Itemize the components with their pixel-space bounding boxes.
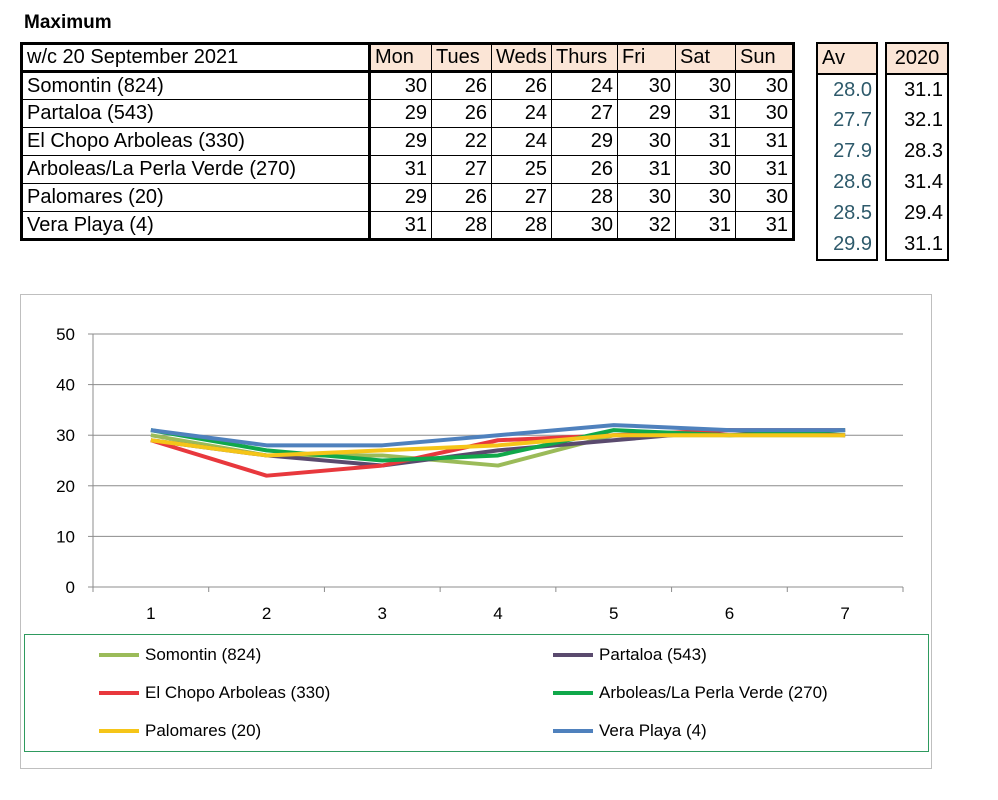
y-tick-label: 40	[56, 376, 75, 395]
temperature-cell: 24	[551, 71, 618, 100]
temperature-cell: 30	[675, 183, 736, 212]
legend-item: Partaloa (543)	[553, 645, 707, 665]
average-header: Av	[817, 43, 877, 75]
y-tick-label: 20	[56, 477, 75, 496]
legend-label: Partaloa (543)	[599, 645, 707, 664]
legend-item: Palomares (20)	[99, 721, 261, 741]
temperature-cell: 31	[735, 211, 794, 240]
average-cell: 27.9	[833, 140, 872, 162]
temperature-cell: 30	[675, 155, 736, 184]
day-header: Sun	[735, 43, 794, 73]
previous-year-cell: 31.1	[904, 78, 943, 101]
x-tick-label: 7	[840, 604, 849, 623]
temperature-cell: 27	[551, 99, 618, 128]
x-tick-label: 4	[493, 604, 502, 623]
legend-swatch	[99, 653, 139, 657]
day-header: Fri	[617, 43, 676, 73]
table-row: Somontin (824) 30 26 26 24 30 30 30	[21, 71, 794, 100]
temperature-cell: 31	[369, 155, 432, 184]
x-tick-label: 6	[725, 604, 734, 623]
temperature-cell: 27	[431, 155, 492, 184]
table-row: Vera Playa (4) 31 28 28 30 32 31 31	[21, 211, 794, 240]
temperature-cell: 31	[675, 211, 736, 240]
day-header: Tues	[431, 43, 492, 73]
x-tick-label: 2	[262, 604, 271, 623]
table-row: Partaloa (543) 29 26 24 27 29 31 30	[21, 99, 794, 128]
previous-year-cell: 32.1	[904, 109, 943, 131]
station-name: Somontin (824)	[21, 71, 371, 100]
temperature-cell: 28	[431, 211, 492, 240]
legend-swatch	[553, 653, 593, 657]
x-tick-label: 3	[378, 604, 387, 623]
previous-year-cell: 29.4	[904, 202, 943, 224]
legend-swatch	[553, 691, 593, 695]
table-row: Palomares (20) 29 26 27 28 30 30 30	[21, 183, 794, 212]
legend-label: Vera Playa (4)	[599, 721, 707, 740]
temperature-cell: 22	[431, 127, 492, 156]
temperature-cell: 29	[369, 127, 432, 156]
table-header-row: w/c 20 September 2021 Mon Tues Weds Thurs Fri…	[21, 43, 794, 73]
temperature-cell: 31	[735, 127, 794, 156]
average-table: Av 28.0 27.7 27.9 28.6 28.5 29.9	[816, 42, 878, 261]
temperature-cell: 30	[735, 183, 794, 212]
y-tick-label: 10	[56, 527, 75, 546]
legend-label: Arboleas/La Perla Verde (270)	[599, 683, 828, 702]
average-cell: 29.9	[833, 232, 872, 255]
table-row: El Chopo Arboleas (330) 29 22 24 29 30 31 31	[21, 127, 794, 156]
legend-label: El Chopo Arboleas (330)	[145, 683, 331, 702]
legend-item: Somontin (824)	[99, 645, 261, 665]
legend-swatch	[99, 729, 139, 733]
legend-label: Somontin (824)	[145, 645, 262, 664]
average-cell: 28.5	[833, 202, 872, 224]
previous-year-cell: 28.3	[904, 140, 943, 162]
chart-frame	[20, 294, 932, 769]
y-tick-label: 50	[56, 325, 75, 344]
page-title: Maximum	[24, 12, 112, 33]
previous-year-cell: 31.1	[904, 232, 943, 255]
temperature-cell: 30	[735, 71, 794, 100]
temperature-cell: 31	[735, 155, 794, 184]
temperature-cell: 27	[491, 183, 552, 212]
legend-label: Palomares (20)	[145, 721, 262, 740]
legend-item: Arboleas/La Perla Verde (270)	[553, 683, 828, 703]
legend-swatch	[553, 729, 593, 733]
station-name: Palomares (20)	[21, 183, 371, 212]
station-name: El Chopo Arboleas (330)	[21, 127, 371, 156]
week-label: w/c 20 September 2021	[21, 43, 371, 73]
previous-year-header: 2020	[886, 43, 948, 75]
y-tick-label: 0	[66, 578, 75, 597]
legend-item: Vera Playa (4)	[553, 721, 707, 741]
temperature-cell: 32	[617, 211, 676, 240]
average-cell: 28.6	[833, 171, 872, 193]
temperature-cell: 31	[369, 211, 432, 240]
station-name: Partaloa (543)	[21, 99, 371, 128]
x-tick-label: 1	[146, 604, 155, 623]
station-name: Vera Playa (4)	[21, 211, 371, 240]
temperature-cell: 31	[675, 99, 736, 128]
temperature-cell: 29	[551, 127, 618, 156]
previous-year-table: 2020 31.1 32.1 28.3 31.4 29.4 31.1	[885, 42, 949, 261]
legend-swatch	[99, 691, 139, 695]
series-line	[150, 423, 846, 448]
temperature-cell: 29	[617, 99, 676, 128]
average-cell: 27.7	[833, 109, 872, 131]
temperature-cell: 26	[431, 71, 492, 100]
chart-legend: Somontin (824) Partaloa (543) El Chopo Arb…	[24, 634, 929, 752]
temperature-cell: 30	[735, 99, 794, 128]
temperature-cell: 30	[551, 211, 618, 240]
x-tick-label: 5	[609, 604, 618, 623]
temperature-cell: 30	[369, 71, 432, 100]
y-tick-label: 30	[56, 426, 75, 445]
temperature-cell: 26	[491, 71, 552, 100]
series-line	[150, 433, 846, 458]
legend-item: El Chopo Arboleas (330)	[99, 683, 330, 703]
day-header: Thurs	[551, 43, 618, 73]
temperature-cell: 30	[617, 183, 676, 212]
temperature-table: w/c 20 September 2021 Mon Tues Weds Thurs Fri…	[20, 42, 795, 241]
previous-year-cell: 31.4	[904, 171, 943, 193]
temperature-cell: 25	[491, 155, 552, 184]
day-header: Sat	[675, 43, 736, 73]
average-cell: 28.0	[833, 78, 872, 101]
